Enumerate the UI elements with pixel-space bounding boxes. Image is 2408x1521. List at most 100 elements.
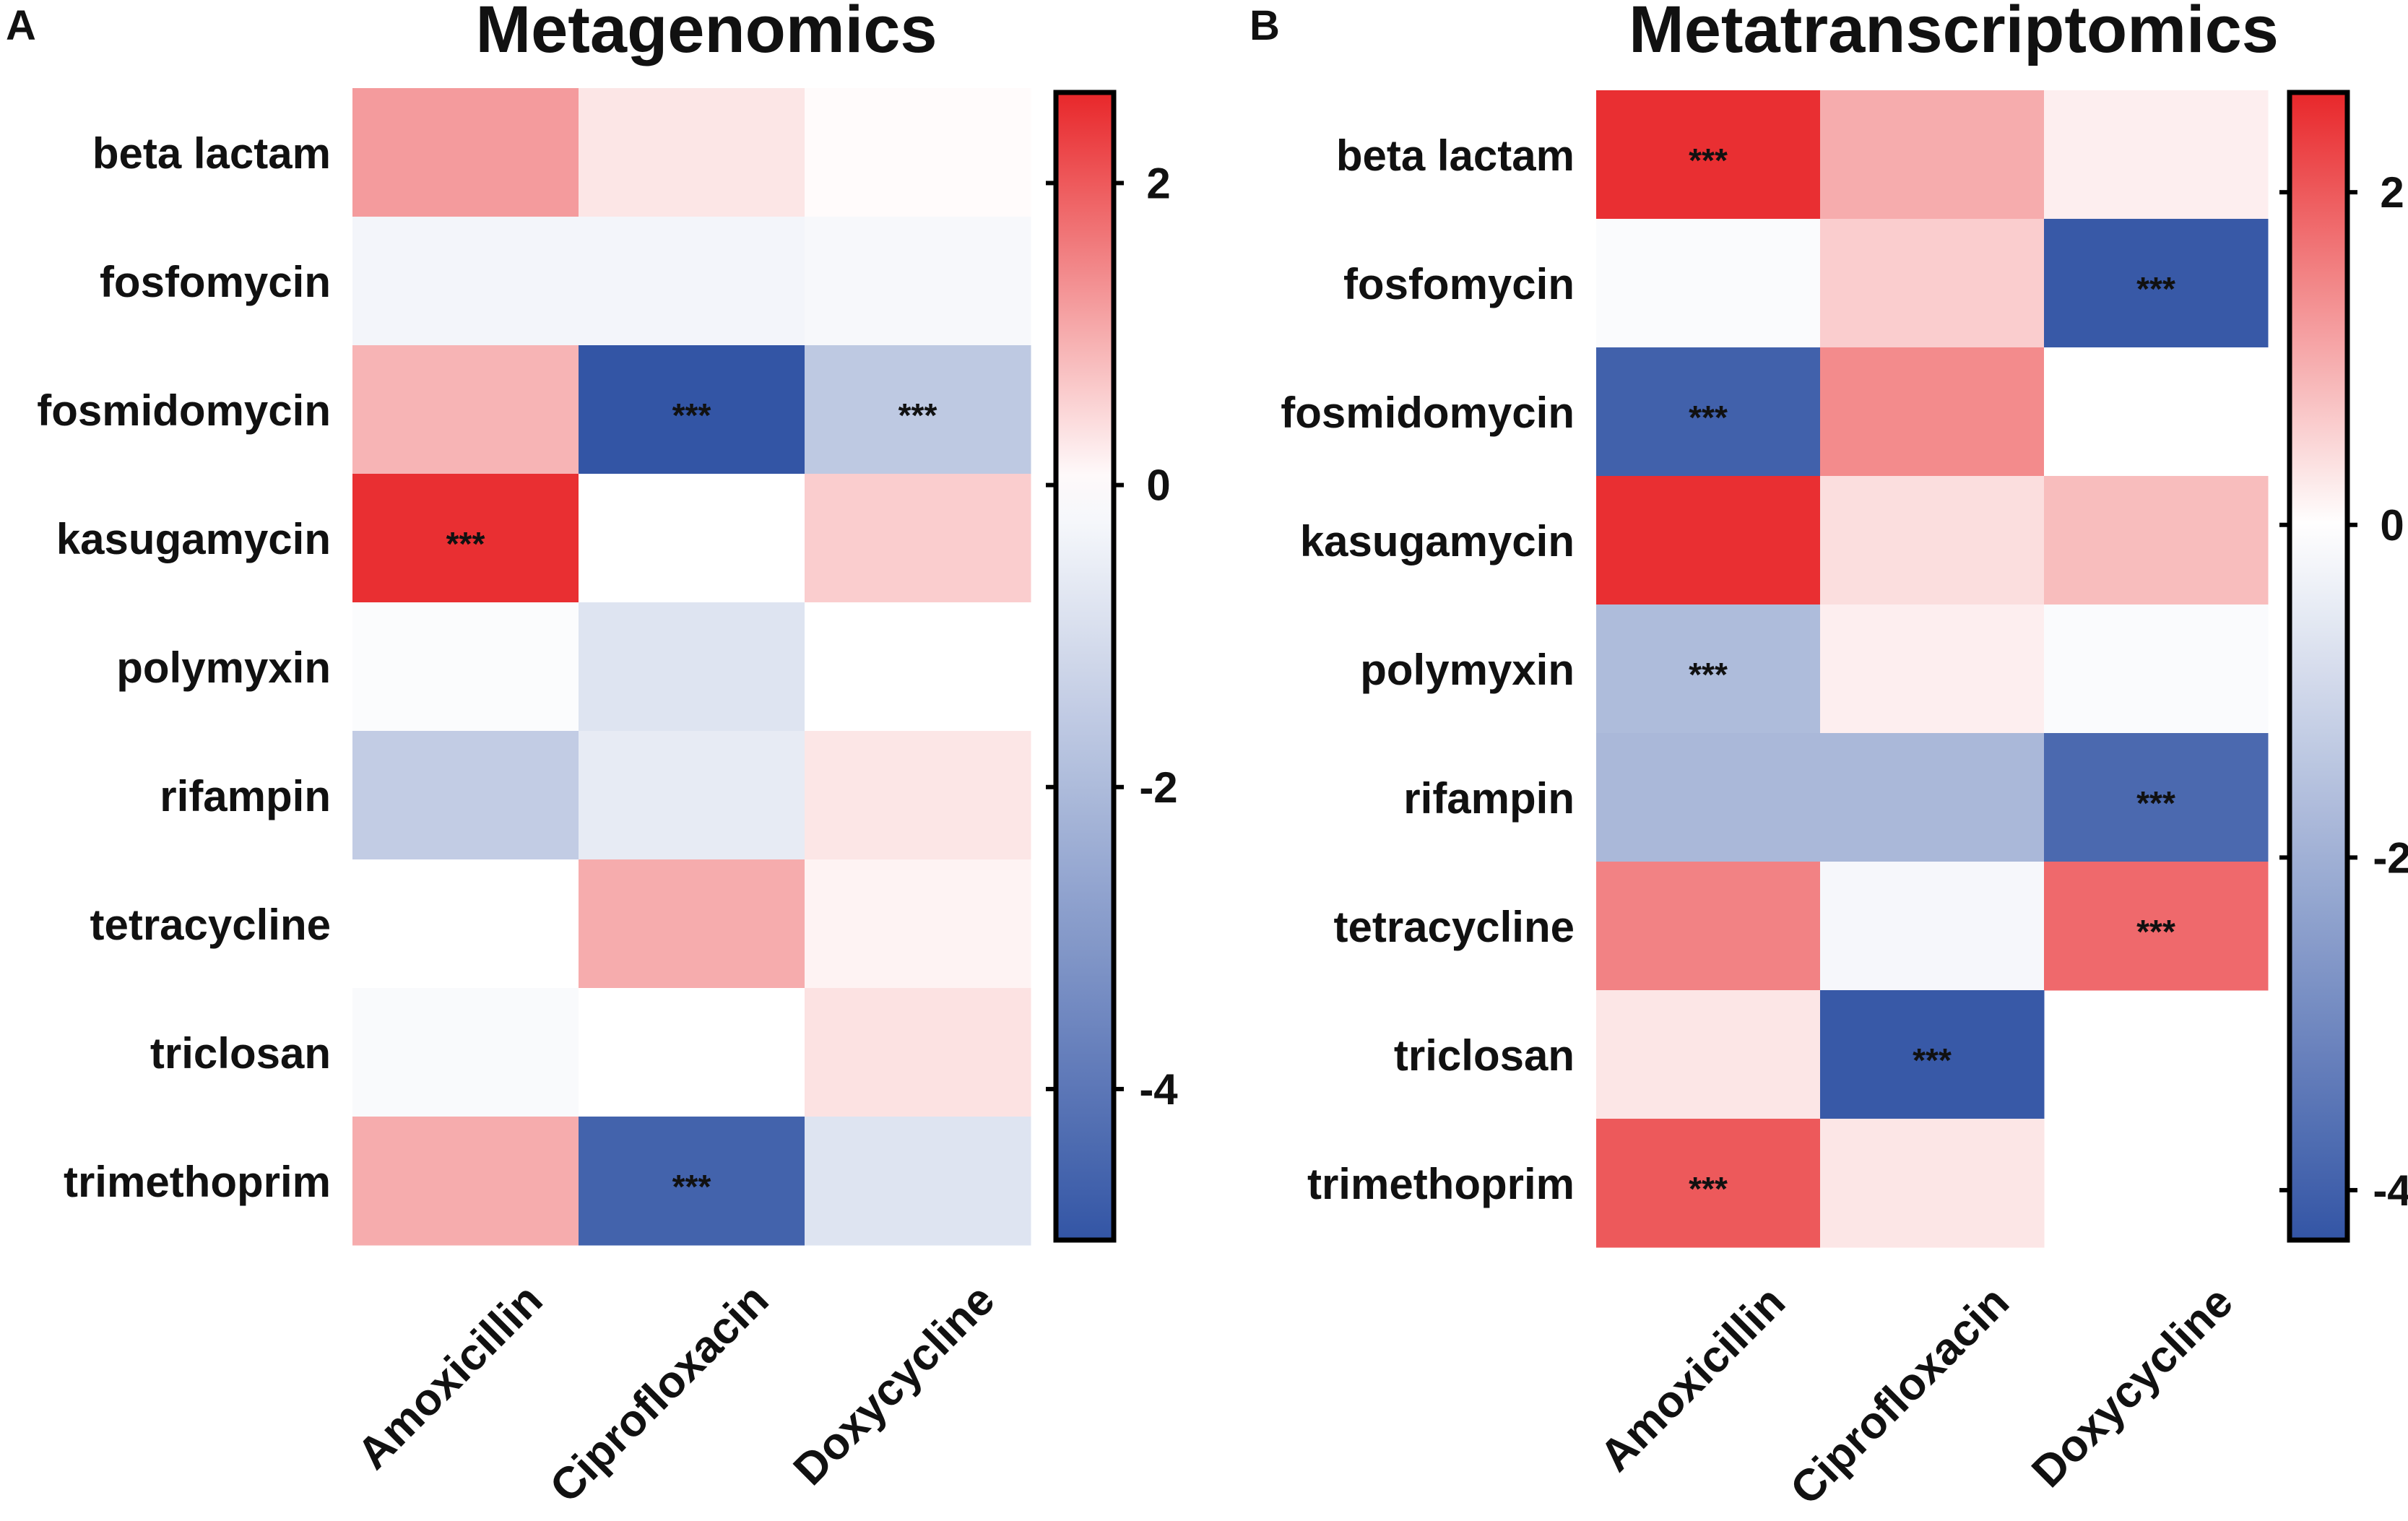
heatmap-cell <box>352 988 579 1117</box>
row-label: fosmidomycin <box>1281 389 1575 437</box>
column-label: Ciprofloxacin <box>1781 1277 2019 1514</box>
heatmap-cells-a: *** *** *** *** <box>352 88 1031 1246</box>
heatmap-cell <box>2044 347 2269 477</box>
row-label: fosfomycin <box>1343 260 1575 308</box>
heatmap-cell <box>352 602 579 732</box>
heatmap-cell <box>1596 862 1821 991</box>
heatmap-cell <box>352 345 579 474</box>
heatmap-cell <box>1596 347 1821 477</box>
colorbar-tick-label: 2 <box>1146 159 1170 207</box>
colorbar-bar <box>2287 90 2350 1243</box>
heatmap-cell <box>1596 90 1821 220</box>
column-label: Ciprofloxacin <box>540 1275 778 1512</box>
heatmap-cell <box>1820 476 2045 605</box>
colorbar-tick-label: -2 <box>1139 763 1177 812</box>
heatmap-cell <box>1820 990 2045 1119</box>
colorbar-tick-label: 0 <box>2380 501 2404 550</box>
row-label: beta lactam <box>92 129 331 178</box>
panel-b-title: Metatranscriptomics <box>1629 0 2279 66</box>
row-label: tetracycline <box>1333 903 1575 951</box>
heatmap-cell <box>1820 604 2045 734</box>
heatmap-cell <box>579 345 805 474</box>
column-label: Doxycycline <box>2022 1277 2243 1497</box>
significance-marker: *** <box>1689 656 1728 693</box>
panel-b-letter: B <box>1250 2 1280 49</box>
heatmap-cell <box>805 474 1031 603</box>
row-label: rifampin <box>1403 774 1575 823</box>
colorbar-a: 2 0 -2 -4 <box>1046 90 1178 1243</box>
column-label: Doxycycline <box>784 1275 1005 1495</box>
row-labels-a: beta lactam fosfomycin fosmidomycin kasugam… <box>37 129 331 1206</box>
heatmap-cell <box>2044 862 2269 991</box>
colorbar-tick-label: -4 <box>2373 1166 2408 1215</box>
heatmap-cell <box>1596 219 1821 348</box>
row-label: kasugamycin <box>1300 517 1575 566</box>
significance-marker: *** <box>672 1168 711 1205</box>
row-label: beta lactam <box>1336 131 1575 180</box>
row-label: trimethoprim <box>1307 1160 1575 1208</box>
heatmap-cell <box>805 1117 1031 1246</box>
heatmap-cells-b: *** *** *** *** *** *** *** *** <box>1596 90 2269 1248</box>
significance-marker: *** <box>2136 270 2175 308</box>
row-label: polymyxin <box>1360 646 1575 694</box>
row-label: fosfomycin <box>100 258 331 306</box>
significance-marker: *** <box>1689 399 1728 436</box>
heatmap-cell <box>2044 733 2269 862</box>
heatmap-cell <box>579 1117 805 1246</box>
heatmap-cell <box>805 859 1031 989</box>
heatmap-cell <box>805 217 1031 346</box>
heatmap-cell <box>1596 990 1821 1119</box>
significance-marker: *** <box>1913 1041 1952 1079</box>
colorbar-b: 2 0 -2 -4 <box>2279 90 2408 1243</box>
row-label: triclosan <box>150 1029 331 1078</box>
heatmap-cell <box>352 859 579 989</box>
panel-a-title: Metagenomics <box>475 0 937 66</box>
panel-b: B Metatranscriptomics *** *** *** *** *** ***… <box>1250 0 2408 1514</box>
significance-marker: *** <box>446 525 485 563</box>
heatmap-cell <box>579 602 805 732</box>
heatmap-cell <box>579 859 805 989</box>
heatmap-cell <box>2044 604 2269 734</box>
heatmap-cell <box>579 217 805 346</box>
heatmap-cell <box>2044 90 2269 220</box>
heatmap-cell <box>1820 347 2045 477</box>
significance-marker: *** <box>1689 142 1728 179</box>
heatmap-cell <box>805 88 1031 217</box>
heatmap-cell <box>805 731 1031 860</box>
heatmap-cell <box>579 88 805 217</box>
heatmap-cell <box>1596 733 1821 862</box>
heatmap-cell <box>579 474 805 603</box>
colorbar-tick-label: 2 <box>2380 168 2404 217</box>
heatmap-cell <box>1596 476 1821 605</box>
significance-marker: *** <box>2136 913 2175 950</box>
heatmap-cell <box>2044 476 2269 605</box>
column-label: Amoxicillin <box>1590 1277 1795 1481</box>
heatmap-cell <box>352 88 579 217</box>
colorbar-bar <box>1053 90 1117 1243</box>
heatmap-cell <box>1820 862 2045 991</box>
significance-marker: *** <box>672 396 711 434</box>
colorbar-tick-label: 0 <box>1146 462 1170 510</box>
heatmap-cell <box>579 988 805 1117</box>
row-label: fosmidomycin <box>37 386 331 435</box>
row-label: polymyxin <box>116 644 331 692</box>
heatmap-cell <box>1820 90 2045 220</box>
heatmap-cell <box>1820 219 2045 348</box>
heatmap-cell <box>1820 1119 2045 1248</box>
significance-marker: *** <box>898 396 937 434</box>
heatmap-cell <box>1596 1119 1821 1248</box>
heatmap-cell <box>352 731 579 860</box>
heatmap-cell <box>352 1117 579 1246</box>
heatmap-cell <box>2044 219 2269 348</box>
row-labels-b: beta lactam fosfomycin fosmidomycin kasugam… <box>1281 131 1575 1208</box>
row-label: rifampin <box>160 772 331 820</box>
heatmap-cell <box>1820 733 2045 862</box>
significance-marker: *** <box>1689 1170 1728 1208</box>
heatmap-cell <box>352 217 579 346</box>
heatmap-cell <box>805 988 1031 1117</box>
row-label: tetracycline <box>90 901 331 949</box>
colorbar-tick-label: -2 <box>2373 833 2408 882</box>
row-label: triclosan <box>1394 1031 1575 1080</box>
